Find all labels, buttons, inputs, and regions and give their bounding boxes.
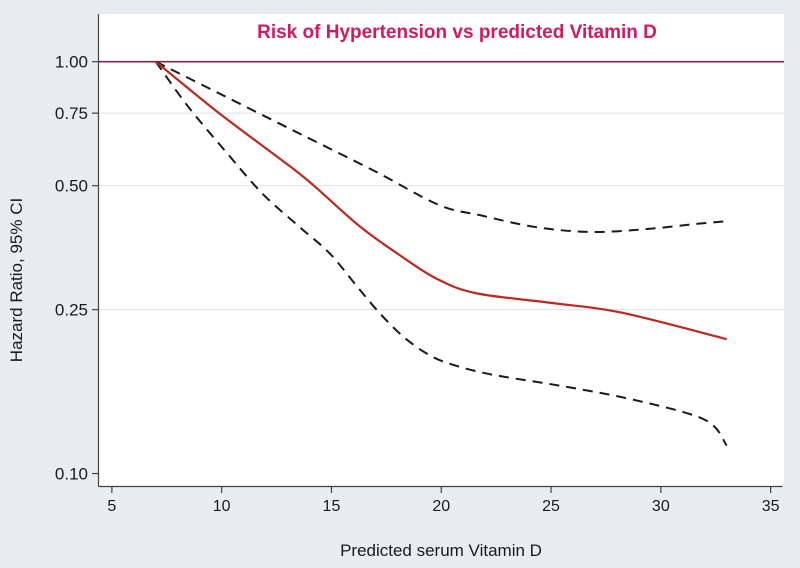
svg-text:30: 30 bbox=[652, 498, 670, 515]
svg-text:0.75: 0.75 bbox=[55, 104, 88, 123]
svg-text:0.25: 0.25 bbox=[55, 300, 88, 319]
svg-text:Hazard Ratio, 95% CI: Hazard Ratio, 95% CI bbox=[7, 198, 26, 362]
svg-text:5: 5 bbox=[107, 498, 116, 515]
svg-text:Predicted serum Vitamin D: Predicted serum Vitamin D bbox=[340, 541, 542, 560]
svg-text:0.50: 0.50 bbox=[55, 176, 88, 195]
svg-text:Risk of Hypertension vs predic: Risk of Hypertension vs predicted Vitami… bbox=[257, 22, 657, 43]
svg-text:35: 35 bbox=[762, 498, 780, 515]
svg-text:10: 10 bbox=[213, 498, 231, 515]
svg-text:25: 25 bbox=[542, 498, 560, 515]
svg-text:20: 20 bbox=[432, 498, 450, 515]
svg-text:15: 15 bbox=[323, 498, 341, 515]
svg-text:1.00: 1.00 bbox=[55, 53, 88, 72]
svg-text:0.10: 0.10 bbox=[55, 464, 88, 483]
